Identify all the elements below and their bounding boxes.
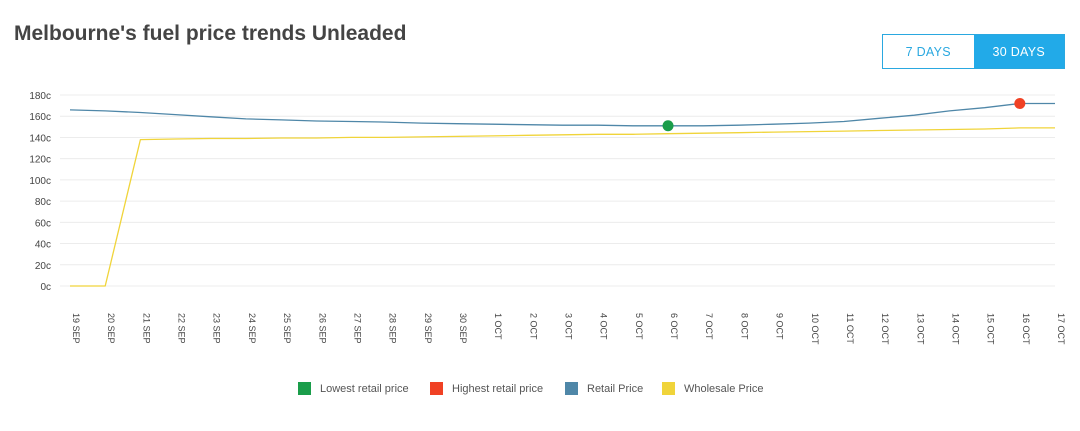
range-toggle: 7 DAYS 30 DAYS (882, 34, 1065, 69)
legend-item-retail[interactable]: Retail Price (565, 382, 643, 395)
x-tick-label: 12 OCT (880, 313, 890, 345)
x-axis-ticks: 19 SEP 20 SEP 21 SEP 22 SEP 23 SEP 24 SEP 25 S… (71, 313, 1066, 345)
y-tick-label: 20c (35, 261, 51, 272)
x-tick-label: 11 OCT (845, 313, 855, 344)
x-tick-label: 8 OCT (739, 313, 749, 340)
chart-legend: Lowest retail price Highest retail price… (0, 382, 1080, 402)
x-tick-label: 26 SEP (317, 313, 327, 344)
range-30-days-button[interactable]: 30 DAYS (973, 35, 1064, 68)
x-tick-label: 13 OCT (915, 313, 925, 345)
y-tick-label: 180c (29, 91, 51, 102)
y-tick-label: 60c (35, 218, 51, 229)
legend-item-wholesale[interactable]: Wholesale Price (662, 382, 763, 395)
y-axis-ticks: 0c 20c 40c 60c 80c 100c 120c 140c 160c 180c (29, 91, 51, 293)
page-title: Melbourne's fuel price trends Unleaded (14, 22, 407, 45)
x-tick-label: 22 SEP (177, 313, 187, 344)
x-tick-label: 1 OCT (493, 313, 503, 340)
x-tick-label: 24 SEP (247, 313, 257, 344)
x-tick-label: 10 OCT (810, 313, 820, 345)
legend-label-highest: Highest retail price (452, 382, 544, 395)
x-tick-label: 5 OCT (634, 313, 644, 340)
x-tick-label: 28 SEP (388, 313, 398, 344)
x-tick-label: 20 SEP (106, 313, 116, 344)
retail-price-line (69, 102, 1055, 127)
x-tick-label: 4 OCT (599, 313, 609, 340)
x-tick-label: 6 OCT (669, 313, 679, 340)
legend-swatch-highest (430, 382, 443, 395)
grid-layer (60, 94, 1055, 287)
x-tick-label: 30 SEP (458, 313, 468, 344)
x-tick-label: 17 OCT (1056, 313, 1066, 345)
y-tick-label: 140c (29, 133, 51, 144)
price-trend-chart: 0c 20c 40c 60c 80c 100c 120c 140c 160c 180c 19 SE… (29, 91, 1066, 345)
x-tick-label: 15 OCT (986, 313, 996, 345)
x-tick-label: 7 OCT (704, 313, 714, 340)
x-tick-label: 16 OCT (1021, 313, 1031, 345)
legend-swatch-lowest (298, 382, 311, 395)
x-tick-label: 25 SEP (282, 313, 292, 344)
legend-swatch-retail (565, 382, 578, 395)
wholesale-price-line (70, 127, 1055, 287)
x-tick-label: 9 OCT (775, 313, 785, 340)
y-tick-label: 100c (29, 176, 51, 187)
legend-swatch-wholesale (662, 382, 675, 395)
legend-label-wholesale: Wholesale Price (684, 382, 764, 395)
x-tick-label: 29 SEP (423, 313, 433, 344)
legend-item-highest[interactable]: Highest retail price (430, 382, 543, 395)
marker-layer (662, 97, 1026, 132)
y-tick-label: 120c (29, 155, 51, 166)
x-tick-label: 3 OCT (564, 313, 574, 340)
highest-price-marker[interactable] (1014, 97, 1026, 109)
y-tick-label: 160c (29, 112, 51, 123)
x-tick-label: 2 OCT (528, 313, 538, 340)
y-tick-label: 40c (35, 240, 51, 251)
x-tick-label: 27 SEP (352, 313, 362, 344)
x-tick-label: 23 SEP (212, 313, 222, 344)
y-tick-label: 80c (35, 197, 51, 208)
y-tick-label: 0c (40, 282, 51, 293)
range-7-days-button[interactable]: 7 DAYS (883, 35, 974, 68)
x-tick-label: 21 SEP (141, 313, 151, 344)
series-layer (69, 102, 1055, 287)
lowest-price-marker[interactable] (662, 120, 674, 132)
x-tick-label: 19 SEP (71, 313, 81, 344)
legend-label-retail: Retail Price (587, 382, 644, 395)
x-tick-label: 14 OCT (950, 313, 960, 345)
legend-label-lowest: Lowest retail price (320, 382, 409, 395)
legend-item-lowest[interactable]: Lowest retail price (298, 382, 409, 395)
